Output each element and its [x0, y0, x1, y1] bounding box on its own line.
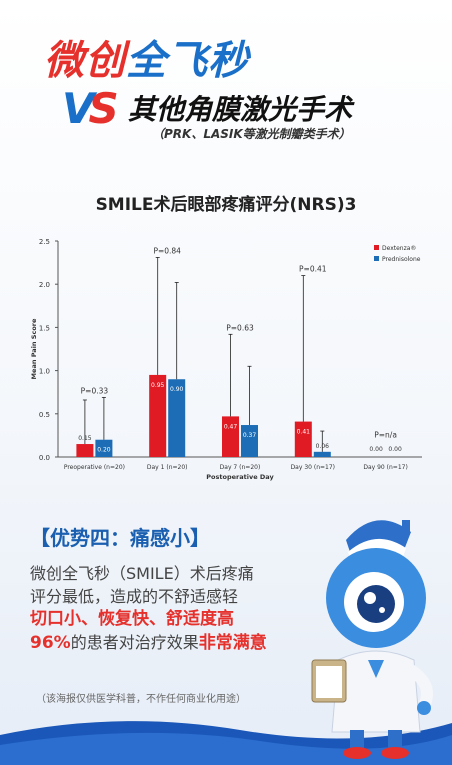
y-axis-label: Mean Pain Score	[30, 318, 38, 379]
percent-text: 96%	[30, 633, 71, 653]
eye-mascot-icon	[311, 520, 433, 759]
advantage-title: 【优势四：痛感小】	[30, 526, 210, 550]
data-label: 0.95	[151, 382, 165, 389]
disclaimer: （该海报仅供医学科普，不作任何商业化用途）	[36, 694, 246, 705]
advantage-body: 微创全飞秒（SMILE）术后疼痛 评分最低，造成的不舒适感轻 切口小、恢复快、舒…	[30, 562, 330, 655]
title-line2: 其他角膜激光手术	[128, 93, 353, 126]
bar-prednisolone	[313, 451, 331, 457]
bar-dextenza	[294, 421, 312, 457]
bar-dextenza	[149, 374, 167, 457]
title-part1: 微创	[44, 38, 126, 84]
p-value-label: P=0.63	[226, 323, 254, 332]
legend-label: Prednisolone	[382, 256, 421, 263]
bar-dextenza	[76, 444, 94, 457]
bar-prednisolone	[95, 439, 113, 457]
legend-swatch	[374, 256, 379, 261]
x-tick-label: Preoperative (n=20)	[64, 464, 125, 471]
bar-prednisolone	[241, 425, 258, 457]
pain-score-chart: 0.0 0.5 1.0 1.5 2.0 2.5 Mean Pain Score 0.15 0.2…	[30, 238, 422, 481]
body-line-3: 切口小、恢复快、舒适度高	[30, 609, 234, 629]
data-label: 0.37	[243, 432, 257, 439]
p-value-label: P=0.33	[81, 386, 109, 395]
vs-logo: VS	[62, 84, 119, 133]
main-title: 微创全飞秒	[44, 28, 249, 86]
data-label: 0.47	[224, 423, 238, 430]
x-tick-label: Day 1 (n=20)	[147, 464, 188, 471]
p-value-label: P=n/a	[374, 430, 397, 439]
data-label: 0.06	[316, 443, 330, 450]
x-tick-label: Day 30 (n=17)	[291, 464, 335, 471]
data-label: 0.41	[297, 429, 311, 436]
data-label: 0.20	[97, 447, 111, 454]
p-value-label: P=0.84	[153, 246, 181, 255]
data-label: 0.00	[388, 446, 402, 453]
body-line-1: 微创全飞秒（SMILE）术后疼痛	[30, 564, 254, 583]
y-tick-label: 2.0	[39, 281, 50, 289]
wave-decoration	[0, 721, 452, 765]
data-label: 0.90	[170, 386, 184, 393]
x-axis-label: Postoperative Day	[206, 473, 274, 481]
data-label: 0.15	[78, 435, 92, 442]
vs-s: S	[88, 84, 119, 133]
y-tick-label: 1.0	[39, 368, 50, 376]
x-tick-label: Day 7 (n=20)	[220, 464, 261, 471]
legend-label: Dextenza®	[382, 245, 416, 252]
body-line-4: 96%的患者对治疗效果非常满意	[30, 631, 330, 655]
very-satisfied-text: 非常满意	[198, 633, 267, 653]
body-line-2: 评分最低，造成的不舒适感轻	[30, 587, 239, 606]
header: 微创全飞秒 VS 其他角膜激光手术 （PRK、LASIK等激光制瓣类手术）	[0, 0, 452, 160]
title-part2: 全飞秒	[126, 38, 249, 84]
y-tick-label: 2.5	[39, 238, 50, 246]
p-value-label: P=0.41	[299, 265, 327, 274]
satisfaction-text: 的患者对治疗效果	[70, 633, 199, 652]
y-tick-label: 0.5	[39, 411, 50, 419]
y-tick-label: 0.0	[39, 454, 50, 462]
data-label: 0.00	[369, 446, 383, 453]
subtitle: （PRK、LASIK等激光制瓣类手术）	[152, 127, 351, 141]
bar-prednisolone	[168, 379, 186, 457]
chart-title: SMILE术后眼部疼痛评分(NRS)3	[95, 195, 357, 215]
y-tick-label: 1.5	[39, 324, 50, 332]
bar-dextenza	[222, 416, 239, 457]
x-tick-label: Day 90 (n=17)	[363, 464, 407, 471]
legend-swatch	[374, 245, 379, 250]
vs-v: V	[62, 84, 94, 133]
